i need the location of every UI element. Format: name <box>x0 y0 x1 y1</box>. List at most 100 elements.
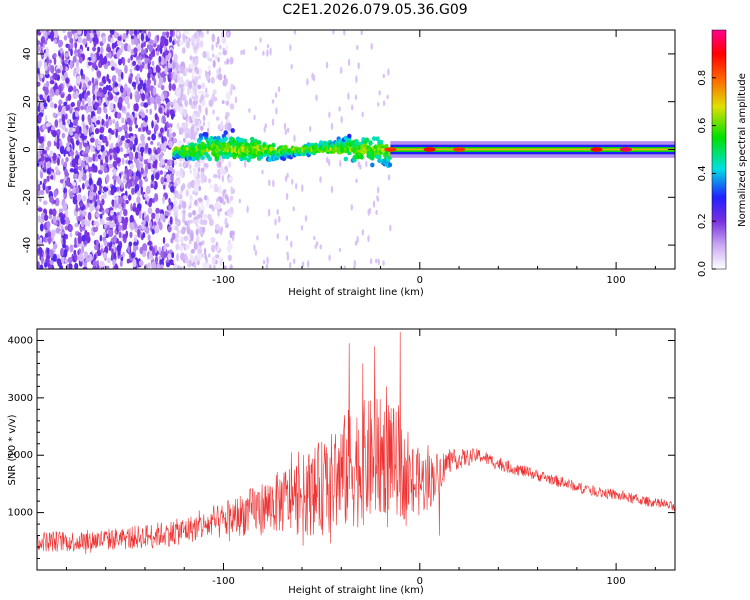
spectrogram-cell <box>211 244 216 253</box>
spectrogram-cell <box>215 41 218 48</box>
spectrogram-cell <box>202 121 206 127</box>
spectrogram-cell <box>145 185 151 195</box>
spectrogram-cell <box>215 223 220 231</box>
spectrogram-cell <box>160 152 165 157</box>
spectrogram-cell <box>347 133 352 139</box>
spectrogram-cell <box>179 40 184 46</box>
spectrogram-cell <box>187 87 190 96</box>
spectrogram-cell <box>69 60 74 70</box>
spectrogram-cell <box>257 140 262 145</box>
spectrogram-cell <box>229 103 235 110</box>
spectrogram-cell <box>372 200 376 208</box>
spectrogram-cell <box>96 249 102 256</box>
spectrogram-cell <box>59 264 63 269</box>
spectrogram-cell <box>44 86 49 96</box>
spectrogram-cell <box>188 163 192 170</box>
spectrogram-cell <box>117 40 122 46</box>
spectrogram-cell <box>286 253 290 261</box>
spectrogram-cell <box>147 136 151 141</box>
spectrogram-cell <box>79 48 83 54</box>
spectrogram-cell <box>351 104 354 111</box>
spectrogram-cell <box>225 91 231 101</box>
spectrogram-cell <box>74 222 79 228</box>
spectrogram-cell <box>217 209 220 217</box>
spectrogram-cell <box>152 51 156 57</box>
spectrogram-cell <box>289 44 292 52</box>
spectrogram-cell <box>140 185 143 195</box>
spectrogram-cell <box>39 30 44 34</box>
spectrogram-cell <box>37 131 41 140</box>
spectrogram-cell <box>75 140 80 146</box>
spectrogram-cell <box>169 126 172 135</box>
spectrogram-cell <box>97 177 102 186</box>
spectrogram-ticks: -100 0 100 -40 -20 0 20 40 <box>22 30 675 286</box>
spectrogram-cell <box>156 147 161 154</box>
spectrogram-cell <box>124 173 127 180</box>
spectrogram-cell <box>79 141 83 150</box>
spectrogram-cell <box>140 112 146 119</box>
spectrogram-cell <box>125 139 131 144</box>
spectrogram-cell <box>191 68 195 78</box>
spectrogram-cell <box>62 180 66 190</box>
spectrogram-cell <box>143 102 149 108</box>
spectrogram-cell <box>95 220 99 226</box>
spectrogram-cell <box>84 104 87 111</box>
spectrogram-cell <box>149 221 152 228</box>
spectrogram-cell <box>38 60 43 68</box>
spectrogram-cell <box>117 126 123 132</box>
spectrogram-cell <box>196 177 201 186</box>
spectrogram-cell <box>129 163 134 170</box>
spectrogram-cell <box>127 44 131 52</box>
spectrogram-cell <box>58 118 62 124</box>
spectrogram-cell <box>43 52 48 58</box>
spectrogram-cell <box>54 72 58 81</box>
spectrogram-cell <box>135 124 139 129</box>
spectrogram-cell <box>56 157 60 166</box>
spectrogram-cell <box>82 195 87 202</box>
spectrogram-cell <box>132 60 137 66</box>
spectrogram-cell <box>144 48 147 55</box>
spectrogram-cell <box>166 111 170 118</box>
spectrogram-cell <box>88 177 93 187</box>
spectrogram-cell <box>123 153 128 158</box>
spectrogram-cell <box>214 54 218 61</box>
spectrogram-cell <box>199 40 204 48</box>
spectrogram-cell <box>120 71 124 80</box>
spectrogram-cell <box>220 228 223 236</box>
spectrogram-cell <box>213 183 218 192</box>
spectrogram-cell <box>195 67 200 75</box>
spectrogram-cell <box>64 52 69 58</box>
spectrogram-cell <box>127 102 130 109</box>
spectrogram-cell <box>382 260 385 266</box>
spectrogram-cell <box>115 121 119 130</box>
spectrogram-cell <box>94 128 100 135</box>
spectrogram-cell <box>56 228 61 233</box>
spectrogram-cell <box>184 244 190 250</box>
spectrogram-cell <box>96 109 101 115</box>
spectrogram-cell <box>217 73 223 81</box>
spectrogram-cell <box>155 207 160 214</box>
spectrogram-cell <box>85 165 89 170</box>
spectrogram-ytick-label: 20 <box>22 95 33 108</box>
spectrogram-cell <box>62 202 68 212</box>
spectrogram-cell <box>77 30 82 35</box>
spectrogram-cell <box>195 161 201 169</box>
spectrogram-cell <box>120 85 124 94</box>
spectrogram-cell <box>146 263 151 269</box>
spectrogram-cell <box>343 30 346 36</box>
spectrogram-cell <box>166 262 170 268</box>
spectrogram-cell <box>60 215 65 225</box>
spectrogram-cell <box>133 47 138 54</box>
spectrogram-cell <box>286 127 290 133</box>
spectrogram-cell <box>38 247 43 255</box>
spectrogram-cell <box>169 30 174 37</box>
spectrogram-cell <box>361 111 364 118</box>
spectrogram-cell <box>45 80 50 89</box>
spectrogram-cell <box>49 80 55 85</box>
spectrogram-cell <box>69 150 75 157</box>
spectrogram-cell <box>175 62 179 71</box>
spectrogram-cell <box>87 211 92 221</box>
snr-xtick-label: 100 <box>607 576 626 587</box>
spectrogram-cell <box>202 50 207 59</box>
spectrogram-cell <box>188 239 192 245</box>
